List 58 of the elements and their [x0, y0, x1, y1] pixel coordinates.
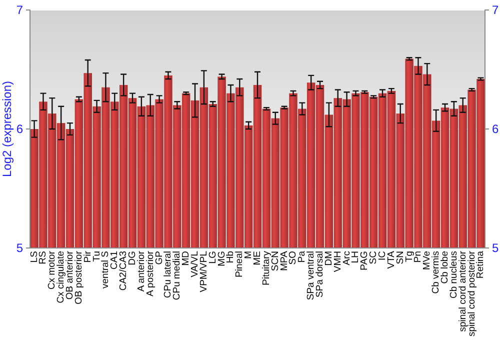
- x-tick-label: VA/VL: [190, 251, 201, 278]
- x-tick-label: spinal cord posterior: [466, 251, 478, 337]
- x-tick-label: Pn: [412, 251, 424, 263]
- y2-tick-label: 6: [492, 122, 499, 136]
- x-tick-label: RS: [38, 251, 49, 264]
- x-tick-label: DM: [323, 250, 334, 266]
- x-tick-label: Cb nucleus: [448, 250, 460, 299]
- x-tick-label: VMH: [332, 250, 344, 272]
- x-tick-label: PAG: [359, 251, 370, 270]
- x-tick-label: MPA: [278, 250, 290, 271]
- y2-tick-label: 7: [492, 2, 499, 17]
- x-tick-label: Retina: [475, 250, 486, 278]
- x-tick-label: Pituitary: [260, 250, 272, 286]
- x-tick-label: CA2/CA3: [118, 251, 130, 291]
- x-tick-label: MVe: [422, 251, 433, 270]
- x-tick-label: Cb lobe: [440, 251, 451, 284]
- x-tick-label: OB posterior: [73, 251, 84, 304]
- y-axis-title: Log2 (expression): [0, 80, 14, 178]
- y-tick-label: 7: [16, 2, 24, 17]
- x-tick-label: Cb vermis: [430, 250, 442, 294]
- x-tick-label: DG: [127, 251, 138, 266]
- x-tick-label: OB anterior: [64, 251, 76, 300]
- x-tick-label: SO: [288, 251, 299, 265]
- x-tick-label: Arc: [341, 250, 352, 266]
- x-tick-label: MD: [180, 250, 192, 266]
- x-tick-label: SN: [394, 250, 406, 264]
- x-tick-label: M: [243, 250, 254, 259]
- x-tick-label: SPa dorsal: [314, 251, 326, 298]
- y2-tick-label: 5: [492, 240, 499, 255]
- x-tick-label: VPM/VPL: [198, 251, 210, 292]
- x-tick-label: SPa ventral: [306, 251, 317, 300]
- x-tick-label: CPu medial: [172, 251, 183, 300]
- x-tick-label: ME: [252, 251, 264, 266]
- x-tick-label: VTA: [386, 250, 397, 269]
- x-tick-label: Pineal: [234, 251, 246, 278]
- x-tick-label: CPu lateral: [162, 251, 174, 298]
- x-tick-label: spinal cord anterior: [457, 251, 468, 332]
- x-tick-label: IC: [377, 250, 388, 260]
- x-tick-label: LH: [350, 250, 362, 264]
- x-tick-label: Cx cingulate: [56, 251, 67, 304]
- x-tick-label: A posterior: [144, 251, 156, 296]
- x-tick-label: MG: [216, 251, 228, 266]
- x-tick-label: LG: [207, 251, 218, 264]
- y-tick-label: 6: [16, 122, 24, 136]
- x-tick-label: GP: [154, 251, 165, 265]
- x-tick-label: Tu: [91, 251, 102, 262]
- x-tick-label: A anterior: [136, 251, 147, 292]
- y-tick-label: 5: [16, 240, 24, 255]
- x-tick-label: Tg: [404, 251, 415, 262]
- x-tick-label: SC: [368, 250, 380, 264]
- x-tick-label: LS: [28, 251, 40, 263]
- x-tick-label: Hb: [225, 251, 236, 264]
- x-tick-label: Pa: [296, 250, 308, 263]
- x-tick-label: ventral S: [100, 251, 112, 288]
- x-tick-label: Pir: [82, 251, 94, 263]
- x-tick-label: Cx motor: [46, 251, 58, 290]
- x-tick-label: CA1: [109, 251, 120, 270]
- x-tick-label: SCN: [270, 250, 281, 272]
